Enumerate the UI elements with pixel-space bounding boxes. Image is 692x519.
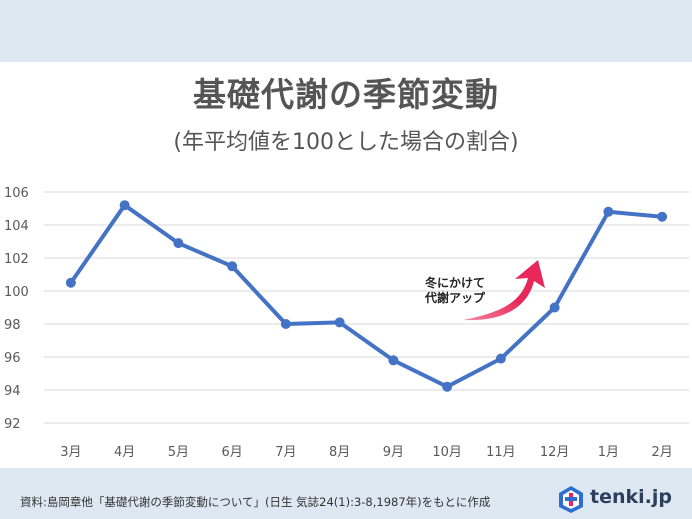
y-tick-label: 98 <box>4 318 21 333</box>
header-band <box>0 0 692 62</box>
x-tick-label: 8月 <box>329 445 350 460</box>
tenki-logo: tenki.jp <box>556 484 686 514</box>
curved-arrow-up-icon <box>463 260 545 321</box>
data-point <box>549 302 560 313</box>
data-point <box>495 353 506 364</box>
annotation-line-1: 冬にかけて <box>425 275 485 290</box>
annotation-line-2: 代謝アップ <box>424 290 486 305</box>
y-axis: 92 94 96 98 100 102 104 106 <box>4 186 29 432</box>
x-tick-label: 7月 <box>275 445 296 460</box>
x-axis: 3月 4月 5月 6月 7月 8月 9月 10月 11月 12月 1月 2月 <box>60 445 673 460</box>
data-point <box>280 319 291 329</box>
data-point <box>173 238 184 249</box>
data-point <box>442 381 453 392</box>
x-tick-label: 5月 <box>168 445 189 460</box>
series-line <box>68 203 665 389</box>
y-tick-label: 102 <box>4 252 29 267</box>
x-tick-label: 6月 <box>221 445 242 460</box>
source-note: 資料:島岡章他「基礎代謝の季節変動について」(日生 気誌24(1):3-8,19… <box>20 495 491 509</box>
data-point <box>227 261 238 272</box>
y-tick-label: 106 <box>4 186 29 201</box>
x-tick-label: 11月 <box>486 445 516 460</box>
tenki-logo-icon <box>559 486 583 513</box>
x-tick-label: 12月 <box>540 445 570 460</box>
x-tick-label: 9月 <box>383 445 404 460</box>
series <box>65 200 668 392</box>
data-point <box>657 211 668 222</box>
x-tick-label: 4月 <box>114 445 135 460</box>
y-tick-label: 100 <box>4 285 29 300</box>
data-point <box>603 206 614 217</box>
data-point <box>388 355 399 366</box>
grid <box>44 191 689 424</box>
data-point <box>334 317 345 328</box>
chart-title: 基礎代謝の季節変動 <box>193 75 499 114</box>
x-tick-label: 10月 <box>432 445 462 460</box>
y-tick-label: 94 <box>4 384 21 399</box>
y-tick-label: 104 <box>4 219 29 234</box>
x-tick-label: 2月 <box>651 445 672 460</box>
y-tick-label: 92 <box>4 417 21 432</box>
x-tick-label: 1月 <box>598 445 619 460</box>
chart-subtitle: (年平均値を100とした場合の割合) <box>173 130 519 155</box>
data-point <box>65 277 76 288</box>
x-tick-label: 3月 <box>60 445 81 460</box>
y-tick-label: 96 <box>4 351 21 366</box>
logo-text: tenki.jp <box>590 486 672 508</box>
data-point <box>119 200 130 211</box>
